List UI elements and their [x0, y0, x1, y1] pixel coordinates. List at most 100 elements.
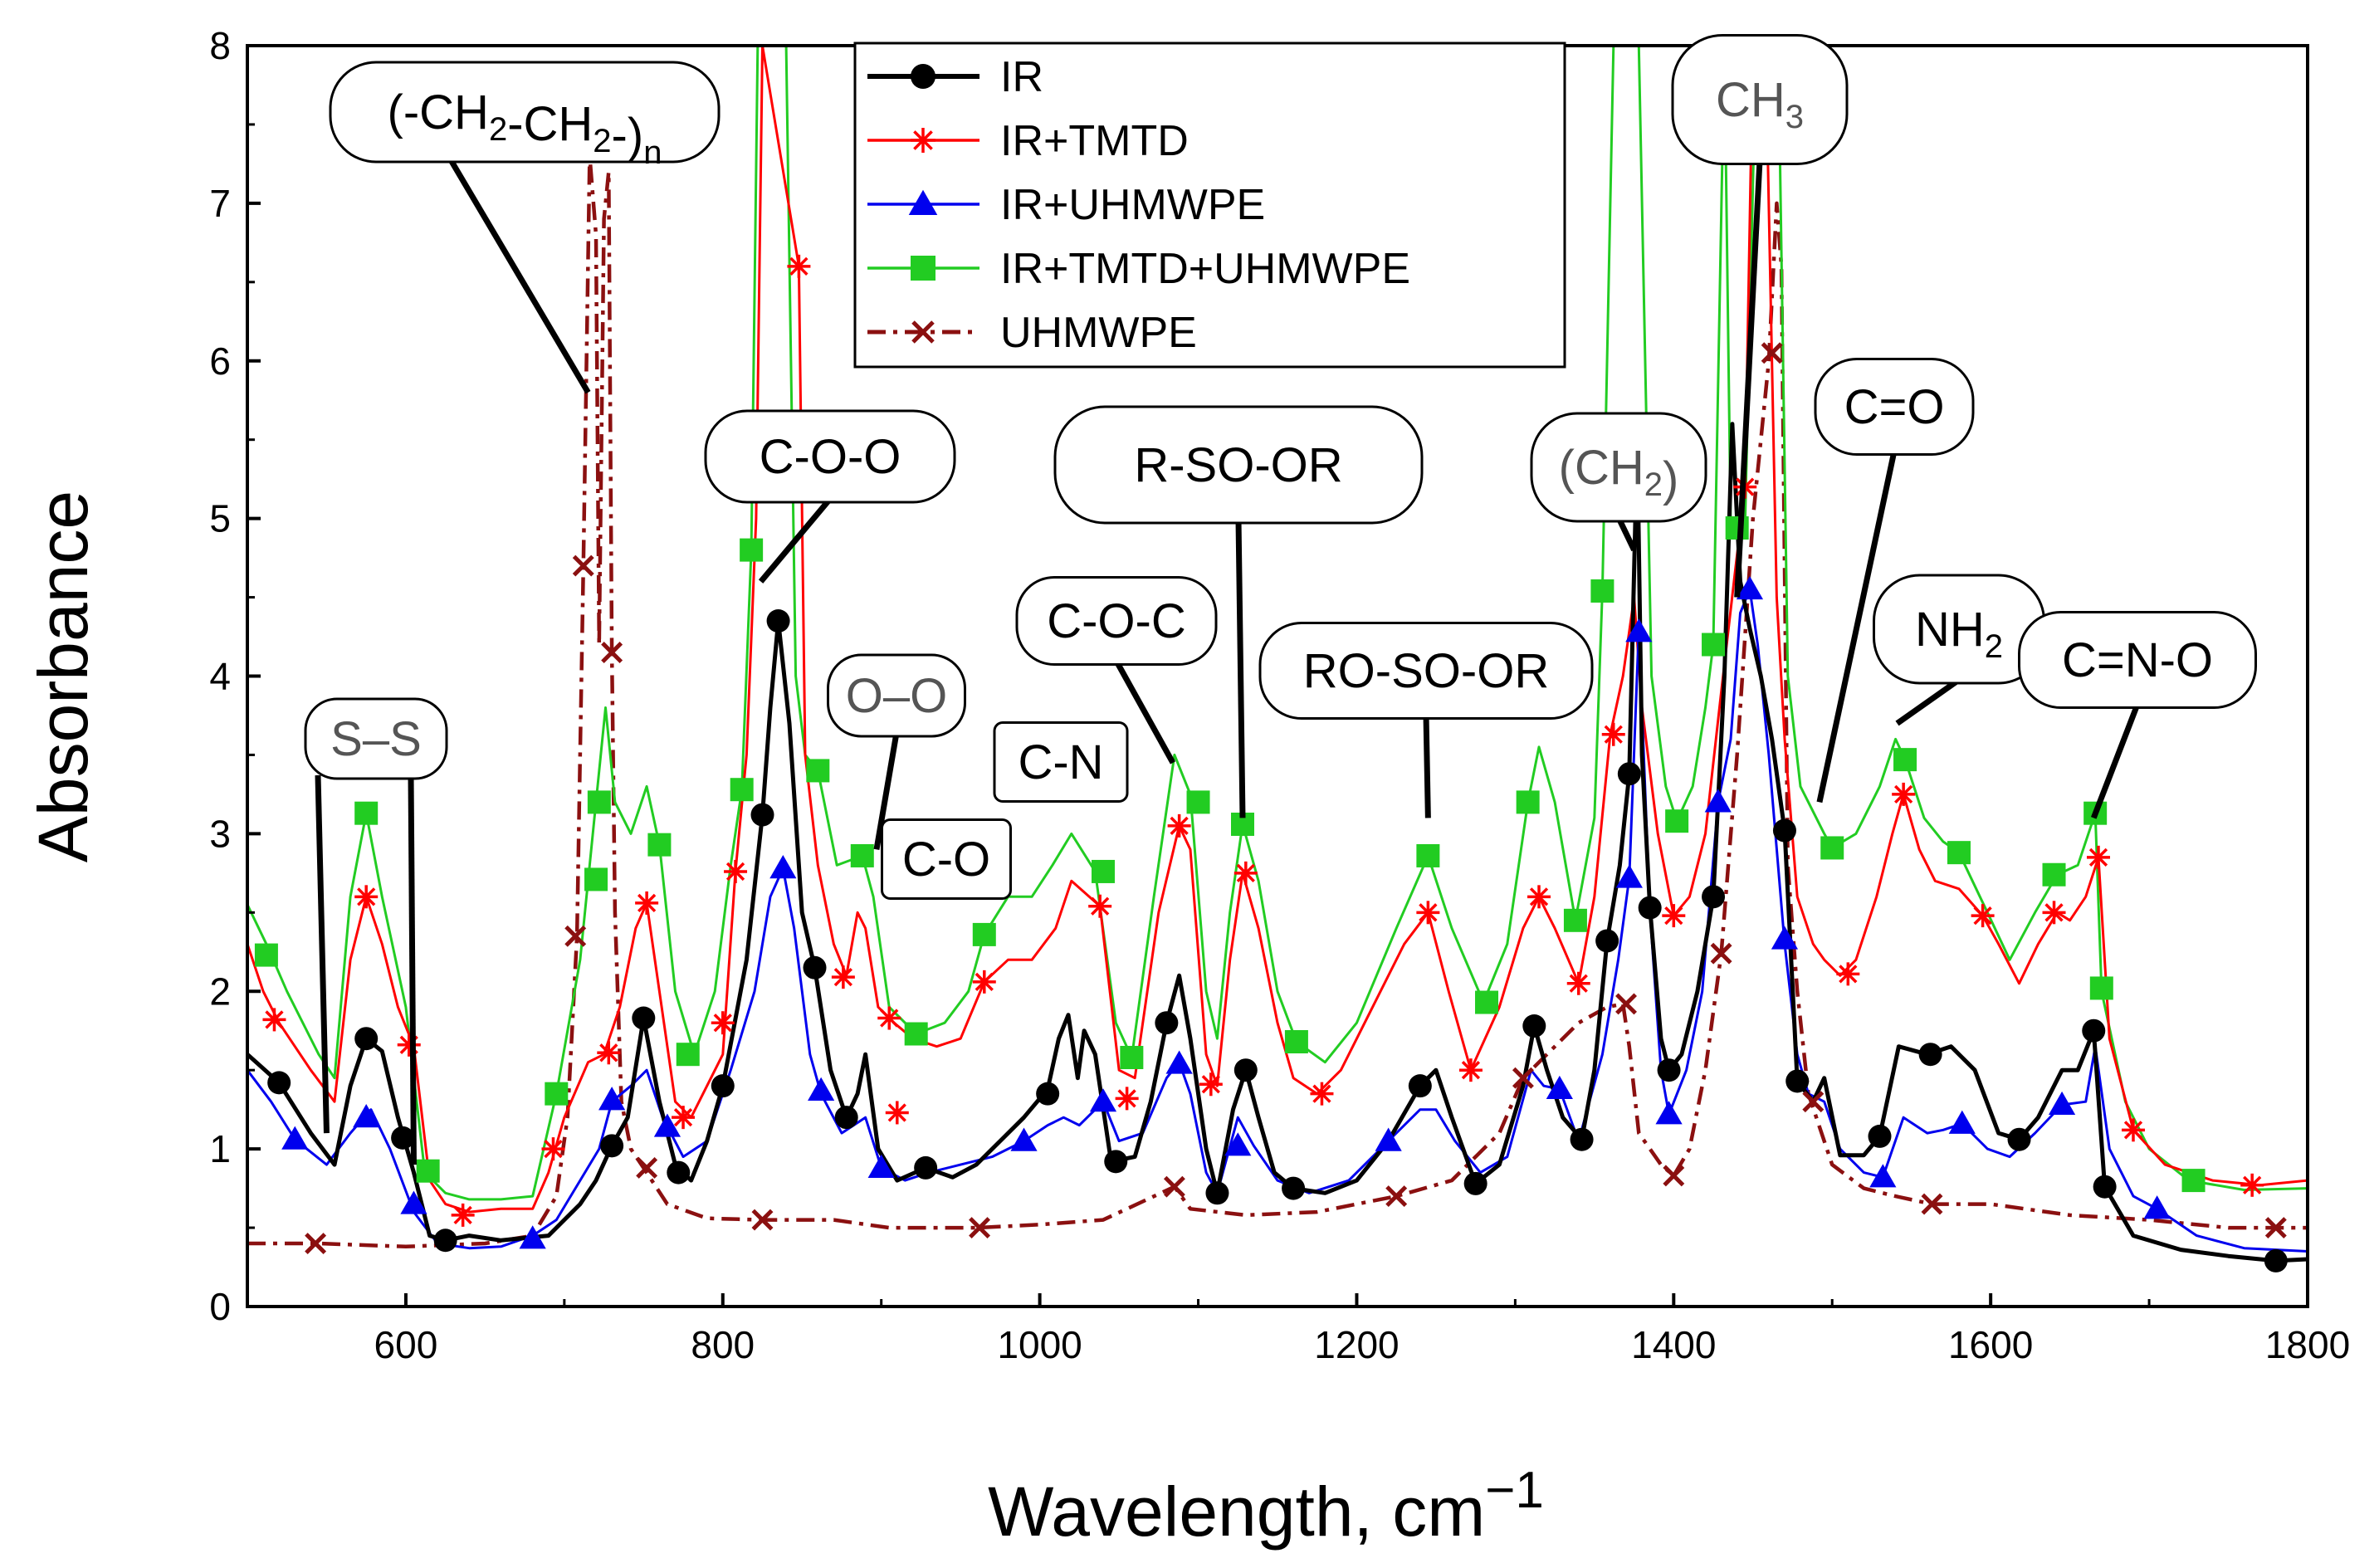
legend-entry: IR [867, 53, 1043, 101]
legend-marker [911, 128, 935, 153]
data-point-ir-uhmwpe [1655, 1101, 1683, 1125]
data-point-ir [2093, 1175, 2117, 1199]
data-point-ir-uhmwpe [1089, 1088, 1117, 1112]
annotation-label: C=O [1844, 380, 1945, 434]
data-point-ir-tmtd-uhmwpe [1475, 990, 1499, 1014]
data-point-uhmwpe [751, 1209, 774, 1231]
data-point-ir-tmtd-uhmwpe [730, 778, 754, 802]
legend-label: IR [1000, 53, 1043, 101]
data-point-ir [803, 955, 827, 979]
data-point-ir-uhmwpe [808, 1077, 835, 1101]
annotation-label: S–S [330, 712, 422, 766]
data-point-ir-tmtd-uhmwpe [1702, 633, 1726, 657]
annotation-label: C-O-C [1047, 594, 1186, 648]
annotation-label: NH2 [1915, 603, 2003, 665]
data-point-ir-tmtd-uhmwpe [1665, 809, 1689, 833]
data-point-ir-tmtd [1115, 1087, 1139, 1111]
annotation-label: (CH2) [1559, 441, 1679, 506]
legend-entry: IR+TMTD [867, 117, 1189, 165]
data-point-ir-uhmwpe [1010, 1127, 1038, 1151]
data-point-ir-tmtd [1416, 901, 1440, 925]
data-point-ir-tmtd [2042, 901, 2066, 925]
data-point-ir-tmtd [972, 970, 996, 994]
data-point-ir [1205, 1181, 1229, 1205]
annotation-1: (-CH2-CH2-)n [329, 61, 721, 171]
data-point-ir-tmtd [711, 1011, 735, 1035]
data-point-ir-tmtd [262, 1008, 286, 1032]
data-point-ir [354, 1027, 379, 1051]
data-point-ir-tmtd-uhmwpe [904, 1022, 928, 1046]
data-point-ir-uhmwpe [867, 1154, 895, 1178]
data-point-ir [600, 1134, 624, 1158]
data-point-ir-tmtd-uhmwpe [1820, 836, 1844, 860]
data-point-ir-tmtd [831, 965, 855, 989]
annotation-0: S–S [304, 697, 448, 780]
legend-marker [911, 64, 935, 89]
data-point-ir [1522, 1014, 1546, 1038]
annotation-leader-line [1895, 677, 1961, 726]
data-point-ir-tmtd-uhmwpe [1091, 859, 1115, 883]
data-point-ir [1155, 1011, 1179, 1035]
data-point-ir-tmtd [724, 859, 748, 883]
data-point-ir-tmtd-uhmwpe [1120, 1045, 1144, 1069]
annotation-layer: S–S (-CH2-CH2-)n C-O-O O–O C-O C-N C-O-C R-SO-O… [304, 34, 2257, 900]
data-point-ir-tmtd [2240, 1173, 2264, 1197]
data-point-ir-tmtd-uhmwpe [806, 759, 830, 783]
y-tick-label: 4 [209, 655, 231, 698]
data-point-ir-tmtd [1088, 894, 1112, 918]
data-point-ir [1233, 1058, 1258, 1082]
data-point-ir-uhmwpe [1736, 575, 1764, 600]
data-point-ir [632, 1006, 656, 1030]
data-point-ir-tmtd [635, 891, 659, 915]
annotation-leader-line [1734, 160, 1763, 598]
data-point-ir [1595, 929, 1619, 953]
data-point-ir-tmtd [1167, 813, 1191, 838]
data-point-ir [391, 1126, 415, 1150]
data-point-ir [1104, 1150, 1128, 1174]
legend-label: IR+UHMWPE [1000, 181, 1265, 229]
x-axis-title-main: Wavelength, cm [988, 1473, 1485, 1551]
x-tick-label: 1800 [2265, 1323, 2350, 1366]
data-point-ir-tmtd [1233, 861, 1258, 885]
x-axis-title-superscript: −1 [1485, 1462, 1544, 1519]
data-point-ir [834, 1106, 858, 1130]
annotation-7: R-SO-OR [1053, 405, 1424, 525]
data-point-ir [1868, 1124, 1892, 1148]
data-point-ir-uhmwpe [353, 1104, 380, 1128]
data-point-ir-tmtd [877, 1006, 901, 1030]
data-point-ir-tmtd-uhmwpe [1947, 841, 1971, 865]
data-point-uhmwpe [1385, 1185, 1408, 1208]
data-point-ir-tmtd-uhmwpe [587, 790, 611, 814]
data-point-ir [667, 1160, 691, 1185]
data-point-ir-uhmwpe [1948, 1110, 1976, 1134]
data-point-ir-uhmwpe [1224, 1132, 1252, 1156]
data-point-ir-tmtd [1601, 722, 1625, 746]
x-tick-label: 1400 [1631, 1323, 1716, 1366]
x-tick-label: 1200 [1314, 1323, 1399, 1366]
data-point-ir-tmtd-uhmwpe [1893, 748, 1917, 772]
annotation-11: C=O [1814, 358, 1975, 456]
x-tick-label: 800 [691, 1323, 755, 1366]
data-point-ir [914, 1155, 938, 1180]
legend-entry: IR+UHMWPE [867, 181, 1265, 229]
marker-layer [254, 254, 2288, 1272]
data-point-ir-tmtd [1527, 885, 1551, 909]
annotation-box [1530, 412, 1707, 523]
legend-label: IR+TMTD+UHMWPE [1000, 245, 1410, 293]
data-point-ir-tmtd [2086, 845, 2110, 869]
annotation-box [329, 61, 721, 164]
data-point-ir-tmtd-uhmwpe [354, 801, 379, 825]
data-point-ir-tmtd-uhmwpe [647, 833, 672, 857]
annotation-leader-line [1816, 450, 1898, 804]
annotation-leader-line [873, 732, 900, 850]
data-point-ir-tmtd-uhmwpe [416, 1159, 440, 1183]
data-point-ir-uhmwpe [598, 1087, 626, 1111]
annotation-13: C=N-O [2018, 611, 2257, 709]
y-axis-title: Absorbance [24, 491, 102, 862]
data-point-ir-tmtd [1836, 962, 1860, 986]
annotation-box [1671, 34, 1849, 165]
data-point-ir-uhmwpe [281, 1126, 309, 1150]
series-line-ir-tmtd-uhmwpe [247, 44, 2308, 1201]
data-point-ir [1408, 1074, 1432, 1098]
y-tick-label: 5 [209, 497, 231, 540]
